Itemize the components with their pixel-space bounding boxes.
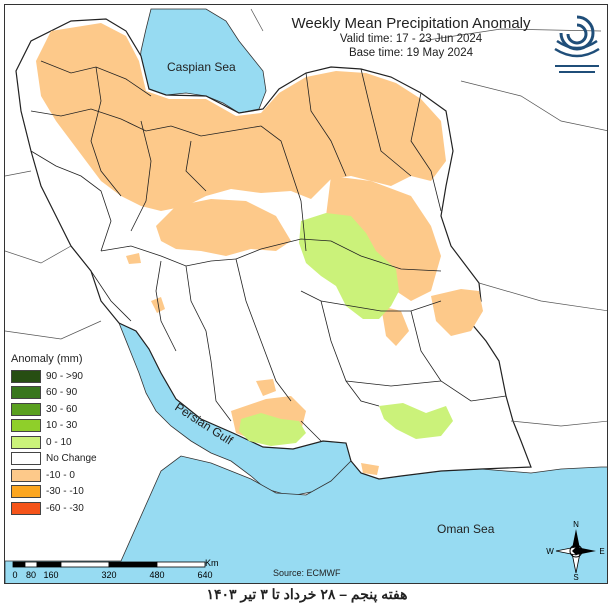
legend-swatch (11, 468, 41, 482)
legend-item: 30 - 60 (11, 401, 161, 418)
base-time: Base time: 19 May 2024 (348, 47, 473, 59)
legend-swatch (11, 402, 41, 416)
scale-bar: Km 0 80 160 320 480 640 (12, 559, 219, 580)
legend-item: -30 - -10 (11, 484, 161, 501)
compass-w: W (546, 547, 554, 556)
legend-label: -60 - -30 (46, 502, 84, 514)
legend-items: 90 - >90 60 - 90 30 - 60 10 - 30 0 - 10 No Ch… (11, 368, 161, 517)
legend-swatch (11, 369, 41, 383)
map-frame: Caspian Sea Persian Gulf Oman Sea Weekly… (4, 4, 608, 584)
legend-label: 10 - 30 (46, 420, 78, 432)
legend-item: No Change (11, 451, 161, 468)
scale-unit: Km (205, 559, 219, 568)
legend-swatch (11, 435, 41, 449)
legend-label: -10 - 0 (46, 469, 75, 481)
neighbor-borders (5, 8, 607, 427)
legend-item: -60 - -30 (11, 500, 161, 517)
scale-tick-label: 480 (149, 570, 164, 580)
scale-tick-label: 320 (101, 570, 116, 580)
legend-swatch (11, 386, 41, 400)
legend-label: 30 - 60 (46, 403, 78, 415)
legend-item: 60 - 90 (11, 385, 161, 402)
province-borders (30, 60, 507, 442)
oman-sea-label: Oman Sea (437, 522, 495, 536)
legend: Anomaly (mm) 90 - >90 60 - 90 30 - 60 10 - … (11, 353, 161, 517)
legend-swatch (11, 501, 41, 515)
data-source: Source: ECMWF (273, 568, 341, 578)
caspian-sea-label: Caspian Sea (167, 60, 236, 74)
scale-tick-label: 0 (12, 570, 17, 580)
legend-item: 10 - 30 (11, 418, 161, 435)
legend-item: 90 - >90 (11, 368, 161, 385)
scale-ticks: 0 80 160 320 480 640 (12, 570, 212, 580)
legend-swatch (11, 452, 41, 466)
institute-logo (554, 15, 600, 73)
north-arrow: N S W E (546, 520, 604, 581)
title-block: Weekly Mean Precipitation Anomaly Valid … (256, 15, 566, 60)
map-canvas: Caspian Sea Persian Gulf Oman Sea (5, 8, 607, 583)
legend-label: -30 - -10 (46, 486, 84, 498)
legend-item: -10 - 0 (11, 467, 161, 484)
valid-time: Valid time: 17 - 23 Jun 2024 (339, 33, 483, 45)
legend-label: 0 - 10 (46, 436, 72, 448)
scale-tick-label: 80 (26, 570, 36, 580)
compass-e: E (599, 547, 604, 556)
legend-title: Anomaly (mm) (11, 353, 83, 365)
footer-caption: هفته پنجم – ۲۸ خرداد تا ۳ تیر ۱۴۰۳ (206, 586, 408, 602)
legend-label: 90 - >90 (46, 370, 83, 382)
compass-s: S (573, 573, 578, 581)
compass-n: N (573, 520, 579, 529)
legend-swatch (11, 419, 41, 433)
legend-label: 60 - 90 (46, 387, 78, 399)
scale-tick-label: 160 (43, 570, 58, 580)
wet-anomaly-zones (239, 213, 453, 446)
legend-swatch (11, 485, 41, 499)
legend-item: 0 - 10 (11, 434, 161, 451)
legend-label: No Change (46, 453, 97, 465)
map-title: Weekly Mean Precipitation Anomaly (291, 15, 531, 32)
scale-tick-label: 640 (197, 570, 212, 580)
